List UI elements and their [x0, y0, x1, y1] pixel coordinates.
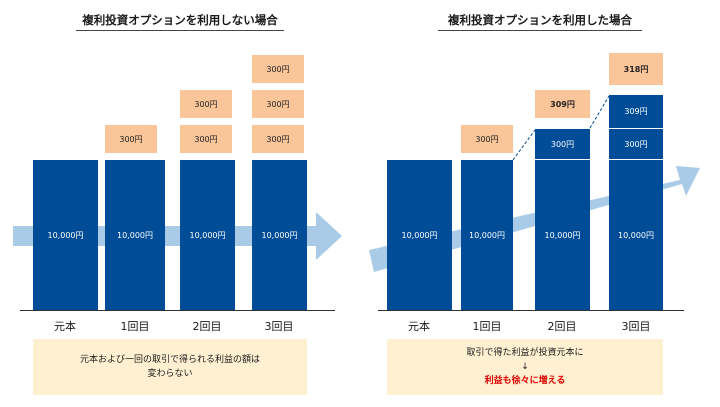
- left-baseline: [20, 310, 335, 311]
- left-note: 元本および一回の取引で得られる利益の額は 変わらない: [33, 339, 307, 395]
- left-bar-2-label: 10,000円: [189, 230, 226, 240]
- left-note-line-1: 元本および一回の取引で得られる利益の額は: [79, 355, 260, 365]
- right-bar-1: 10,000円: [461, 160, 513, 310]
- left-profit-3b: 300円: [252, 90, 304, 118]
- left-xlabel-principal: 元本: [54, 320, 76, 333]
- left-profit-1: 300円: [105, 125, 157, 153]
- left-profit-3a: 300円: [252, 125, 304, 153]
- right-title: 複利投資オプションを利用した場合: [448, 13, 632, 27]
- right-baseline: [378, 310, 684, 311]
- left-profit-3c: 300円: [252, 55, 304, 83]
- left-xlabel-1: 1回目: [120, 320, 150, 333]
- left-bar-1-label: 10,000円: [117, 230, 153, 240]
- right-xlabel-principal: 元本: [408, 320, 430, 333]
- right-bar-1-label: 10,000円: [469, 230, 505, 240]
- right-profit-2: 309円: [535, 90, 590, 118]
- right-bar-principal: 10,000円: [387, 160, 452, 310]
- left-title: 複利投資オプションを利用しない場合: [82, 13, 278, 27]
- left-bar-3: 10,000円: [252, 160, 307, 310]
- right-bar-2-label: 10,000円: [544, 230, 581, 240]
- right-seg-3-309: 309円: [609, 95, 663, 129]
- right-xlabel-3: 3回目: [621, 320, 651, 333]
- left-profit-2a: 300円: [180, 125, 232, 153]
- left-profit-2b: 300円: [180, 90, 232, 118]
- left-bar-2: 10,000円: [180, 160, 235, 310]
- right-profit-1: 300円: [461, 125, 513, 153]
- left-bar-principal: 10,000円: [33, 160, 98, 310]
- right-bar-2: 10,000円: [535, 160, 590, 310]
- right-bar-3: 10,000円: [609, 160, 663, 310]
- left-note-line-2: 変わらない: [147, 369, 193, 379]
- left-xlabel-3: 3回目: [264, 320, 294, 333]
- right-xlabel-1: 1回目: [472, 320, 502, 333]
- left-title-underline: [76, 30, 284, 31]
- left-bar-1: 10,000円: [105, 160, 165, 310]
- left-bar-principal-label: 10,000円: [47, 230, 84, 240]
- right-seg-3-300: 300円: [609, 129, 663, 160]
- right-profit-3: 318円: [609, 53, 663, 85]
- right-note: 取引で得た利益が投資元本に ↓ 利益も徐々に増える: [387, 339, 663, 395]
- right-seg-2-300: 300円: [535, 129, 590, 160]
- right-note-line-2: 利益も徐々に増える: [484, 376, 566, 386]
- right-note-line-1: 取引で得た利益が投資元本に: [466, 348, 584, 358]
- right-panel: 複利投資オプションを利用した場合 10,000円 10,000円 10,000円…: [360, 0, 720, 407]
- left-bar-3-label: 10,000円: [261, 230, 298, 240]
- right-title-underline: [438, 30, 642, 31]
- right-note-down-arrow-icon: ↓: [521, 362, 529, 372]
- left-xlabel-2: 2回目: [192, 320, 222, 333]
- right-bar-principal-label: 10,000円: [401, 230, 438, 240]
- right-bar-3-label: 10,000円: [618, 230, 654, 240]
- left-panel: 複利投資オプションを利用しない場合 10,000円 10,000円 10,000…: [13, 13, 342, 395]
- right-xlabel-2: 2回目: [547, 320, 577, 333]
